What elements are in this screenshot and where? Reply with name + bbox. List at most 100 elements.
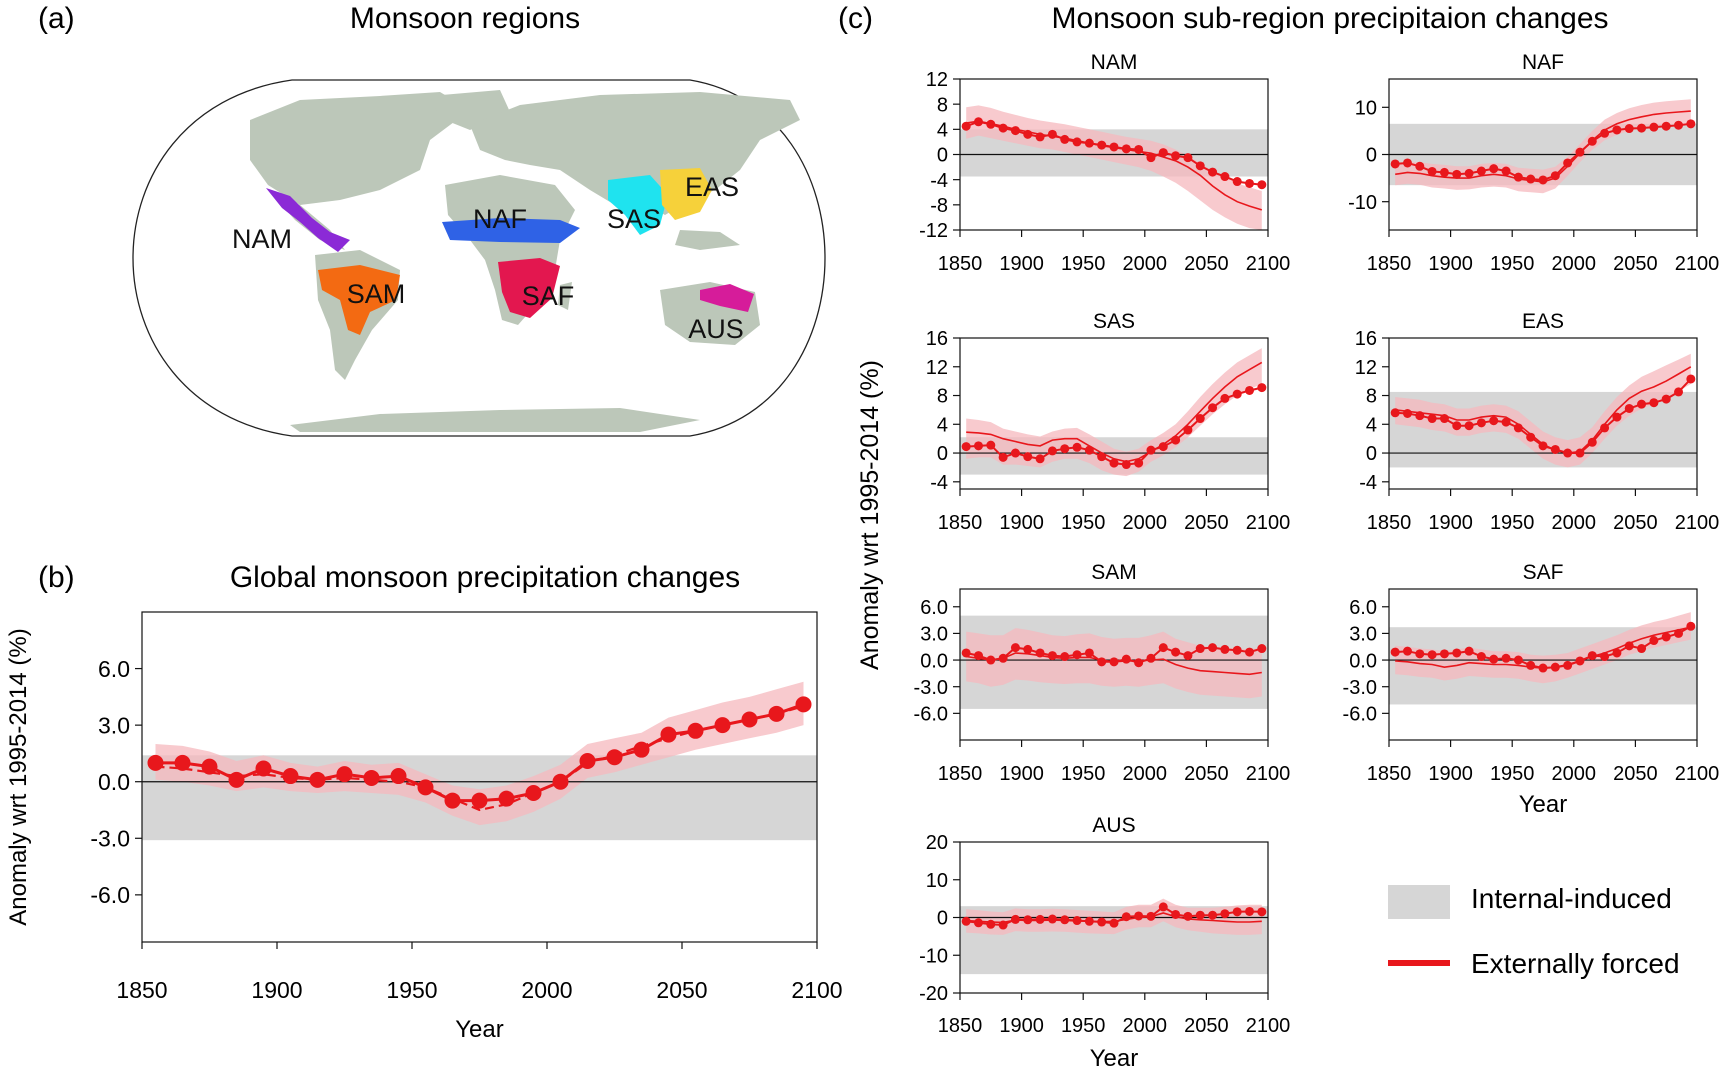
forced-mean-point [1661, 394, 1671, 404]
x-tick-label: 2000 [1123, 1015, 1168, 1037]
legend: Internal-induced Externally forced [1388, 883, 1680, 979]
forced-mean-point [390, 768, 407, 785]
y-tick-label: 20 [926, 832, 948, 854]
forced-mean-point [1109, 918, 1119, 928]
region-label-sas: SAS [607, 204, 661, 234]
region-label-saf: SAF [522, 281, 575, 311]
forced-mean-point [1220, 393, 1230, 403]
forced-envelope-band [966, 348, 1262, 477]
map-title: Monsoon regions [350, 2, 580, 35]
forced-mean-point [255, 760, 272, 777]
forced-mean-point [1146, 911, 1156, 921]
forced-mean-point [1674, 120, 1684, 130]
plot-frame [1388, 337, 1698, 490]
forced-mean-point [1023, 915, 1033, 925]
forced-mean-point [1489, 416, 1499, 426]
forced-mean-point [1232, 389, 1242, 399]
x-tick-label: 1950 [1490, 763, 1535, 785]
forced-mean-point [1538, 441, 1548, 451]
y-tick-label: 6.0 [1349, 597, 1377, 619]
x-tick-label: 1950 [386, 977, 437, 1003]
forced-mean-point [1538, 175, 1548, 185]
y-tick-label: 0.0 [98, 769, 130, 795]
region-saf [498, 258, 560, 318]
x-tick-label: 2100 [1675, 512, 1720, 534]
forced-mean-point [147, 754, 164, 771]
x-tick-label: 2100 [1246, 512, 1291, 534]
forced-mean-point [1501, 653, 1511, 663]
forced-mean-point [363, 769, 380, 786]
chart-sam: -6.0 -3.0 0.0 3.0 6.0 1850 1900 1950 2000 2050 210… [914, 561, 1291, 785]
y-tick-label: -12 [919, 220, 948, 242]
x-tick-label: 1850 [1367, 512, 1412, 534]
region-label-nam: NAM [232, 224, 292, 254]
forced-mean-point [1637, 123, 1647, 133]
region-label-eas: EAS [685, 172, 739, 202]
y-tick-label: 3.0 [98, 712, 130, 738]
y-tick-label: -3.0 [914, 677, 948, 699]
forced-mean-point [1415, 649, 1425, 659]
x-tick-label: 1950 [1490, 512, 1535, 534]
forced-mean-point [1513, 655, 1523, 665]
forced-mean-point [1575, 147, 1585, 157]
forced-mean-point [1526, 432, 1536, 442]
forced-mean-point [1600, 652, 1610, 662]
x-tick-label: 1950 [1061, 253, 1106, 275]
forced-mean-point [986, 440, 996, 450]
x-tick-label: 2100 [1246, 1015, 1291, 1037]
forced-mean-point [1134, 658, 1144, 668]
forced-mean-point [1109, 142, 1119, 152]
forced-mean-point [1232, 177, 1242, 187]
x-tick-label: 1850 [938, 1015, 983, 1037]
forced-mean-point [1072, 916, 1082, 926]
forced-mean-point [1220, 172, 1230, 182]
forced-mean-point [1023, 644, 1033, 654]
x-tick-label: 2100 [1246, 763, 1291, 785]
forced-mean-point [1084, 648, 1094, 658]
x-tick-label: 2050 [1184, 253, 1229, 275]
forced-mean-point [1171, 647, 1181, 657]
forced-mean-point [1035, 914, 1045, 924]
y-tick-label: 3.0 [1349, 624, 1377, 646]
forced-mean-point [1084, 445, 1094, 455]
forced-mean-point [1513, 172, 1523, 182]
forced-mean-point [973, 441, 983, 451]
forced-mean-point [1624, 124, 1634, 134]
y-tick-label: 16 [1355, 328, 1377, 350]
chart-title: Global monsoon precipitation changes [230, 561, 740, 594]
forced-mean-point [1563, 660, 1573, 670]
y-tick-label: -4 [930, 170, 948, 192]
forced-mean-point [1489, 654, 1499, 664]
forced-mean-point [471, 792, 488, 809]
x-tick-label: 2050 [1613, 253, 1658, 275]
forced-mean-point [1464, 421, 1474, 431]
forced-mean-point [1637, 399, 1647, 409]
x-tick-label: 2050 [1184, 512, 1229, 534]
legend-internal-swatch [1388, 885, 1450, 919]
x-tick-label: 2000 [1552, 253, 1597, 275]
forced-mean-point [606, 749, 623, 766]
forced-mean-point [998, 452, 1008, 462]
forced-mean-point [1439, 414, 1449, 424]
forced-mean-point [1452, 648, 1462, 658]
x-tick-label: 1850 [938, 763, 983, 785]
forced-mean-point [1208, 403, 1218, 413]
forced-mean-point [1402, 409, 1412, 418]
forced-mean-point [1097, 452, 1107, 462]
forced-mean-point [1158, 902, 1168, 912]
region-nam [266, 188, 350, 252]
y-tick-label: -3.0 [1343, 677, 1377, 699]
x-tick-label: 1850 [938, 512, 983, 534]
legend-internal-label: Internal-induced [1471, 883, 1672, 914]
forced-mean-point [768, 705, 785, 722]
chart-nam: -12 -8 -4 0 4 8 12 1850 1900 1950 2000 2050 2100 NAM [919, 51, 1290, 275]
forced-mean-point [1121, 912, 1131, 922]
x-tick-label: 1850 [938, 253, 983, 275]
forced-mean-point [1010, 914, 1020, 924]
y-tick-label: 12 [1355, 357, 1377, 379]
forced-mean-point [1121, 460, 1131, 470]
y-tick-label: -4 [1359, 472, 1377, 494]
x-tick-label: 2000 [1123, 253, 1168, 275]
forced-mean-point [1060, 915, 1070, 925]
forced-mean-point [1257, 907, 1267, 917]
